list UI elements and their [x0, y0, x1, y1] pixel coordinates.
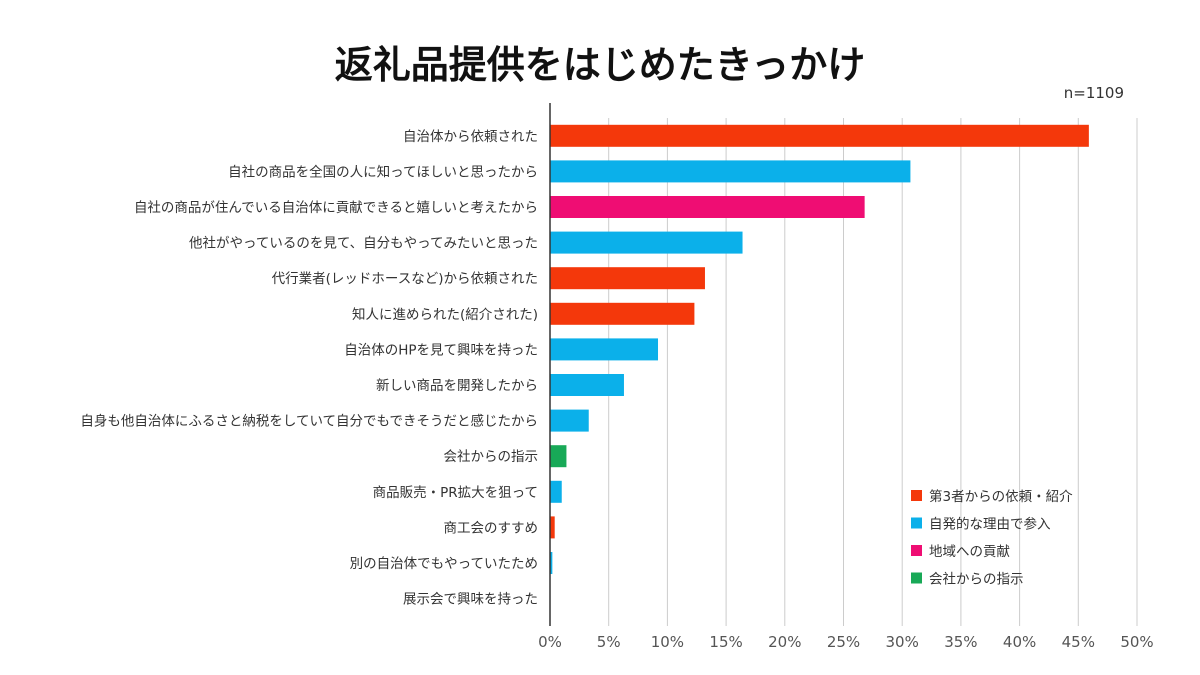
- bar: [550, 124, 1089, 147]
- category-label: 自身も他自治体にふるさと納税をしていて自分でもできそうだと感じたから: [80, 413, 538, 430]
- bar: [550, 445, 567, 468]
- legend-swatch: [911, 517, 922, 529]
- bar: [550, 516, 555, 539]
- category-label: 会社からの指示: [444, 449, 539, 465]
- bar: [550, 374, 624, 396]
- bar: [550, 267, 705, 290]
- category-label: 知人に進められた(紹介された): [352, 306, 538, 323]
- category-label: 他社がやっているのを見て、自分もやってみたいと思った: [189, 236, 538, 252]
- category-label: 代行業者(レッドホースなど)から依頼された: [272, 271, 538, 287]
- legend-swatch: [911, 572, 922, 584]
- x-tick-label: 45%: [1062, 633, 1095, 651]
- sample-size-note: n=1109: [1063, 84, 1124, 102]
- bar: [550, 338, 659, 361]
- legend-label: 地域への貢献: [929, 544, 1010, 560]
- legend-label: 第3者からの依頼・紹介: [929, 488, 1073, 505]
- bar: [550, 552, 553, 574]
- x-tick-label: 50%: [1120, 633, 1153, 651]
- x-tick-label: 0%: [538, 633, 562, 651]
- category-label: 自治体のHPを見て興味を持った: [344, 342, 538, 358]
- x-tick-label: 30%: [886, 633, 919, 651]
- x-tick-label: 25%: [827, 633, 860, 651]
- x-tick-label: 10%: [651, 633, 684, 651]
- chart-title: 返礼品提供をはじめたきっかけ: [334, 43, 866, 87]
- bar: [550, 231, 743, 254]
- bar: [550, 196, 865, 218]
- category-label: 自社の商品を全国の人に知ってほしいと思ったから: [228, 163, 538, 180]
- category-label: 自社の商品が住んでいる自治体に貢献できると嬉しいと考えたから: [134, 200, 538, 216]
- x-tick-label: 5%: [597, 633, 621, 651]
- bar: [550, 480, 562, 503]
- legend-swatch: [911, 545, 922, 556]
- bar: [550, 160, 911, 183]
- x-tick-label: 15%: [709, 633, 742, 651]
- legend-swatch: [911, 490, 922, 501]
- category-label: 商品販売・PR拡大を狙って: [373, 485, 538, 501]
- x-tick-label: 35%: [944, 633, 977, 651]
- x-tick-label: 20%: [768, 633, 801, 651]
- category-label: 新しい商品を開発したから: [376, 378, 538, 394]
- bar: [550, 409, 589, 432]
- category-label: 別の自治体でもやっていたため: [350, 556, 538, 572]
- bar: [550, 302, 695, 325]
- category-label: 自治体から依頼された: [403, 129, 538, 145]
- category-label: 商工会のすすめ: [444, 520, 539, 536]
- legend-label: 自発的な理由で参入: [929, 516, 1051, 533]
- category-label: 展示会で興味を持った: [403, 592, 538, 608]
- legend-label: 会社からの指示: [929, 572, 1024, 588]
- x-tick-label: 40%: [1003, 633, 1036, 651]
